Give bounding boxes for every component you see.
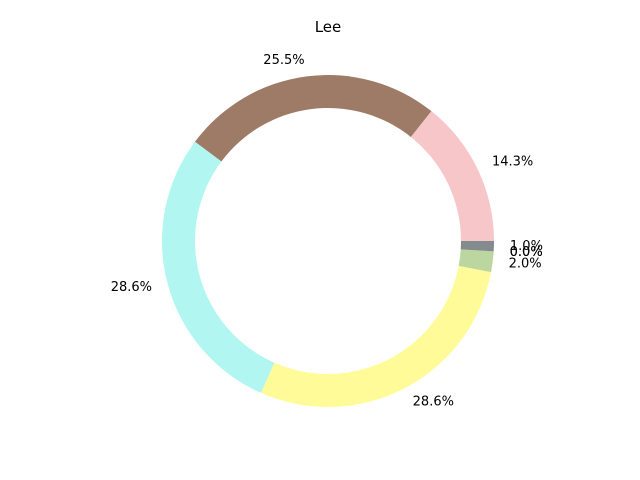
slice-label-4: 2.0% [509,256,542,271]
slice-label-6: 0.0% [510,245,543,260]
slice-label-3: 28.6% [413,395,454,410]
donut-slice-0 [410,111,494,241]
chart-title: Lee [315,18,342,36]
donut-slice-4 [458,249,494,273]
slice-label-5: 0.0% [510,245,543,260]
slice-label-0: 14.3% [492,154,533,169]
donut-slice-2 [162,141,275,393]
donut-slice-7 [460,241,494,252]
slice-label-2: 28.6% [111,280,152,295]
labels-group: 14.3%25.5%28.6%28.6%2.0%0.0%0.0%1.0% [111,53,543,410]
slices-group [162,74,494,407]
donut-slice-3 [261,265,492,407]
slice-label-7: 1.0% [510,239,543,254]
donut-slice-1 [194,74,432,162]
slice-label-1: 25.5% [263,53,304,68]
